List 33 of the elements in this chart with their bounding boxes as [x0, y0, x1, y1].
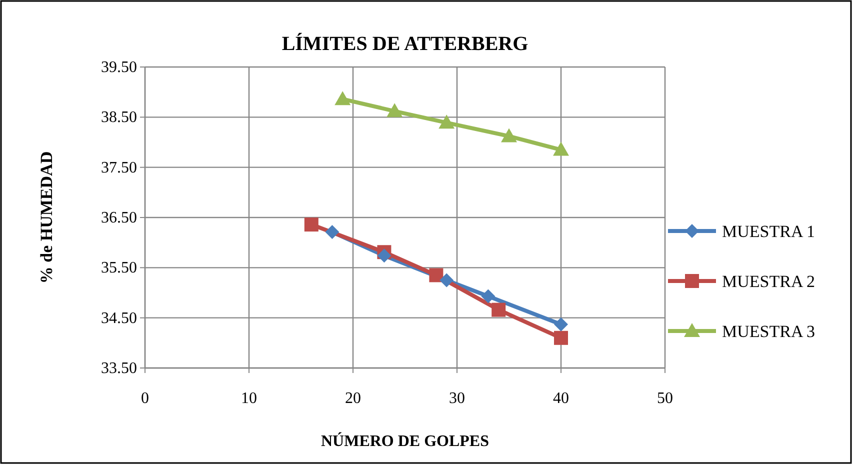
- y-tick-label: 38.50: [101, 109, 137, 126]
- x-tick-label: 40: [553, 390, 569, 407]
- x-tick-label: 20: [345, 390, 361, 407]
- point: [334, 91, 351, 106]
- y-tick-label: 36.50: [101, 210, 137, 226]
- point: [554, 330, 568, 345]
- point: [481, 289, 496, 304]
- y-tick-label: 39.50: [101, 59, 137, 76]
- y-axis-title: % de HUMEDAD: [37, 151, 56, 284]
- legend-label: MUESTRA 3: [722, 322, 816, 341]
- legend-label: MUESTRA 2: [722, 272, 816, 291]
- point: [325, 225, 340, 240]
- point: [501, 128, 517, 142]
- point: [429, 268, 444, 282]
- x-tick-label: 50: [657, 390, 673, 407]
- x-tick-label: 10: [241, 390, 257, 407]
- x-tick-label: 0: [141, 390, 149, 407]
- point: [440, 273, 454, 288]
- point: [386, 103, 403, 118]
- point: [553, 142, 569, 156]
- point: [304, 218, 318, 232]
- y-tick-label: 35.50: [101, 260, 137, 277]
- point: [554, 317, 568, 332]
- y-tick-label: 34.50: [101, 310, 137, 327]
- x-axis-title: NÚMERO DE GOLPES: [320, 432, 490, 450]
- point: [377, 248, 392, 263]
- chart-title: LÍMITES DE ATTERBERG: [282, 32, 529, 55]
- point: [492, 302, 506, 317]
- y-tick-label: 37.50: [101, 159, 137, 176]
- point: [438, 114, 455, 129]
- legend-label: MUESTRA 1: [722, 222, 816, 241]
- x-tick-label: 30: [449, 390, 465, 407]
- y-tick-label: 33.50: [101, 360, 137, 377]
